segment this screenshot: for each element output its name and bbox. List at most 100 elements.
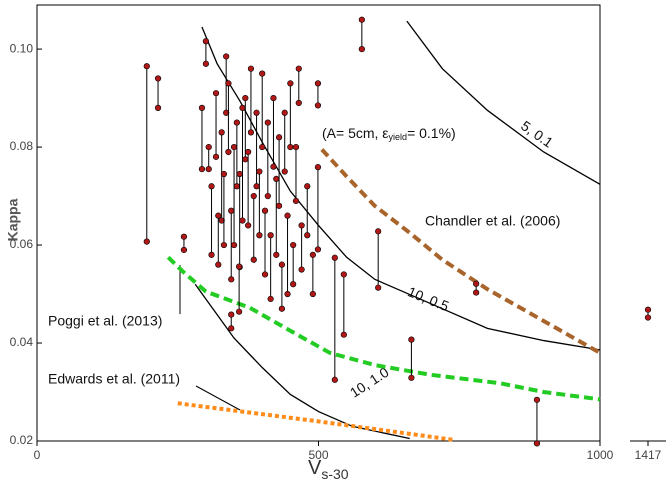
data-point — [230, 241, 238, 249]
data-point — [375, 284, 382, 291]
data-point — [284, 212, 291, 219]
curve-label: 10, 1.0 — [347, 364, 392, 401]
data-point — [290, 281, 297, 288]
data-point — [202, 60, 209, 67]
curve — [320, 148, 601, 355]
data-point — [242, 94, 249, 102]
curve — [201, 26, 601, 351]
data-point — [208, 183, 215, 190]
data-point — [250, 256, 257, 263]
data-point — [259, 143, 266, 151]
data-point — [264, 192, 271, 200]
data-point — [270, 163, 277, 170]
data-point — [223, 109, 230, 116]
data-point — [304, 232, 311, 239]
data-point — [218, 129, 225, 136]
data-point — [295, 99, 302, 107]
data-point — [261, 271, 269, 278]
leader-line — [195, 385, 241, 411]
data-point — [239, 104, 246, 111]
data-point — [218, 217, 225, 224]
data-point — [236, 263, 243, 270]
data-point — [198, 166, 206, 173]
data-point — [220, 241, 228, 249]
data-point — [292, 143, 300, 151]
data-point — [253, 183, 260, 190]
data-point — [143, 63, 150, 70]
data-point — [273, 251, 280, 258]
data-point — [236, 308, 243, 315]
data-point — [228, 276, 235, 283]
data-point — [245, 148, 252, 156]
data-point — [230, 143, 238, 151]
data-point — [314, 246, 322, 253]
data-point — [267, 295, 274, 303]
data-point — [264, 119, 271, 126]
data-point — [314, 164, 322, 171]
curve — [406, 20, 601, 185]
data-point — [242, 156, 249, 163]
data-point — [408, 336, 415, 343]
x-axis-label-sub: s-30 — [321, 466, 348, 482]
data-point — [247, 65, 255, 72]
y-tick-label: 0.10 — [10, 41, 34, 55]
data-point — [295, 65, 302, 72]
data-point — [473, 280, 480, 287]
data-point — [212, 90, 220, 97]
curve — [166, 255, 601, 402]
data-point — [304, 183, 311, 190]
data-point — [202, 38, 209, 45]
data-point — [253, 109, 260, 116]
data-point — [143, 238, 150, 245]
annotation-pre: (A= 5cm, ε — [322, 125, 389, 141]
data-point — [358, 16, 365, 23]
data-point — [298, 266, 305, 273]
data-point — [256, 232, 263, 239]
data-point — [275, 134, 283, 141]
data-point — [261, 207, 269, 214]
data-point — [239, 217, 246, 224]
data-point — [408, 374, 415, 381]
data-point — [340, 271, 347, 278]
data-point — [309, 290, 316, 298]
data-point — [225, 80, 232, 87]
data-point — [533, 396, 541, 403]
data-point — [644, 306, 652, 313]
data-point — [225, 148, 232, 156]
data-point — [533, 440, 541, 447]
data-point — [154, 104, 162, 111]
data-point — [270, 94, 277, 102]
data-point — [205, 143, 212, 151]
data-point — [208, 251, 215, 258]
data-point — [215, 212, 222, 219]
data-point — [309, 251, 316, 258]
x-axis-label-main: V — [308, 457, 322, 479]
data-point — [331, 254, 338, 261]
data-point — [220, 170, 228, 178]
curve-label: Edwards et al. (2011) — [48, 371, 180, 387]
data-point — [228, 311, 235, 318]
data-point — [259, 70, 266, 77]
curve-label: 5, 0.1 — [518, 117, 556, 150]
data-point — [358, 45, 365, 53]
data-point — [281, 109, 288, 116]
x-tick-label: 0 — [34, 448, 41, 462]
data-point — [278, 305, 286, 312]
data-point — [340, 331, 347, 338]
data-point — [298, 222, 305, 229]
data-point — [375, 228, 382, 235]
data-point — [223, 53, 230, 60]
data-point — [331, 376, 338, 383]
data-point — [267, 232, 274, 239]
data-point — [233, 119, 240, 126]
y-tick-label: 0.08 — [10, 139, 34, 153]
data-point — [256, 168, 263, 175]
annotation-sub: yield — [389, 132, 408, 142]
data-point — [273, 175, 280, 183]
curve-label: Poggi et al. (2013) — [48, 313, 162, 329]
data-point — [275, 202, 283, 209]
data-point — [644, 314, 652, 321]
data-point — [212, 153, 220, 160]
data-point — [247, 129, 255, 136]
